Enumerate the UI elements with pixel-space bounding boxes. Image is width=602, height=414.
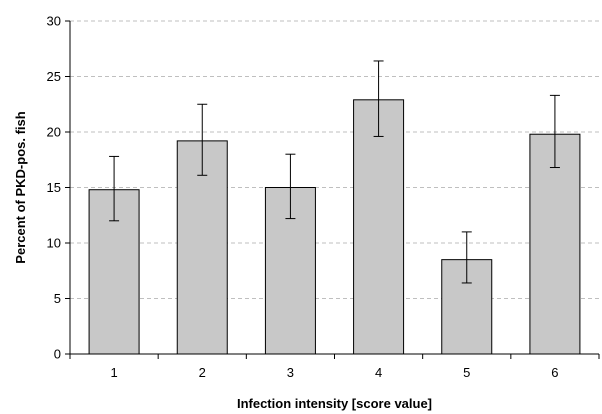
error-bar <box>109 155 120 222</box>
y-axis-title: Percent of PKD-pos. fish <box>13 111 28 263</box>
y-tick-label: 25 <box>47 69 61 84</box>
error-bar <box>373 60 384 137</box>
y-tick-label: 0 <box>54 347 61 362</box>
error-bar <box>197 103 208 176</box>
y-tick-label: 10 <box>47 236 61 251</box>
error-bar <box>285 153 296 220</box>
x-tick-label: 1 <box>110 365 117 380</box>
y-tick-label: 5 <box>54 291 61 306</box>
y-tick-label: 15 <box>47 180 61 195</box>
y-tick-label: 20 <box>47 125 61 140</box>
bar <box>353 99 405 355</box>
gridlines <box>70 20 599 299</box>
bars <box>88 99 581 355</box>
x-tick-label: 6 <box>551 365 558 380</box>
error-bar <box>549 94 560 169</box>
x-tick-label: 5 <box>463 365 470 380</box>
x-tick-labels: 1 2 3 4 5 6 <box>110 365 558 380</box>
x-tick-label: 2 <box>199 365 206 380</box>
y-tick-label: 30 <box>47 14 61 29</box>
error-bar <box>461 231 472 284</box>
x-tick-label: 3 <box>287 365 294 380</box>
x-tick-label: 4 <box>375 365 382 380</box>
error-bars <box>109 60 560 284</box>
bar <box>529 133 581 355</box>
bar <box>176 140 228 355</box>
x-axis-title: Infection intensity [score value] <box>237 396 432 411</box>
y-tick-labels: 0 5 10 15 20 25 30 <box>47 14 61 362</box>
axes <box>65 20 600 359</box>
